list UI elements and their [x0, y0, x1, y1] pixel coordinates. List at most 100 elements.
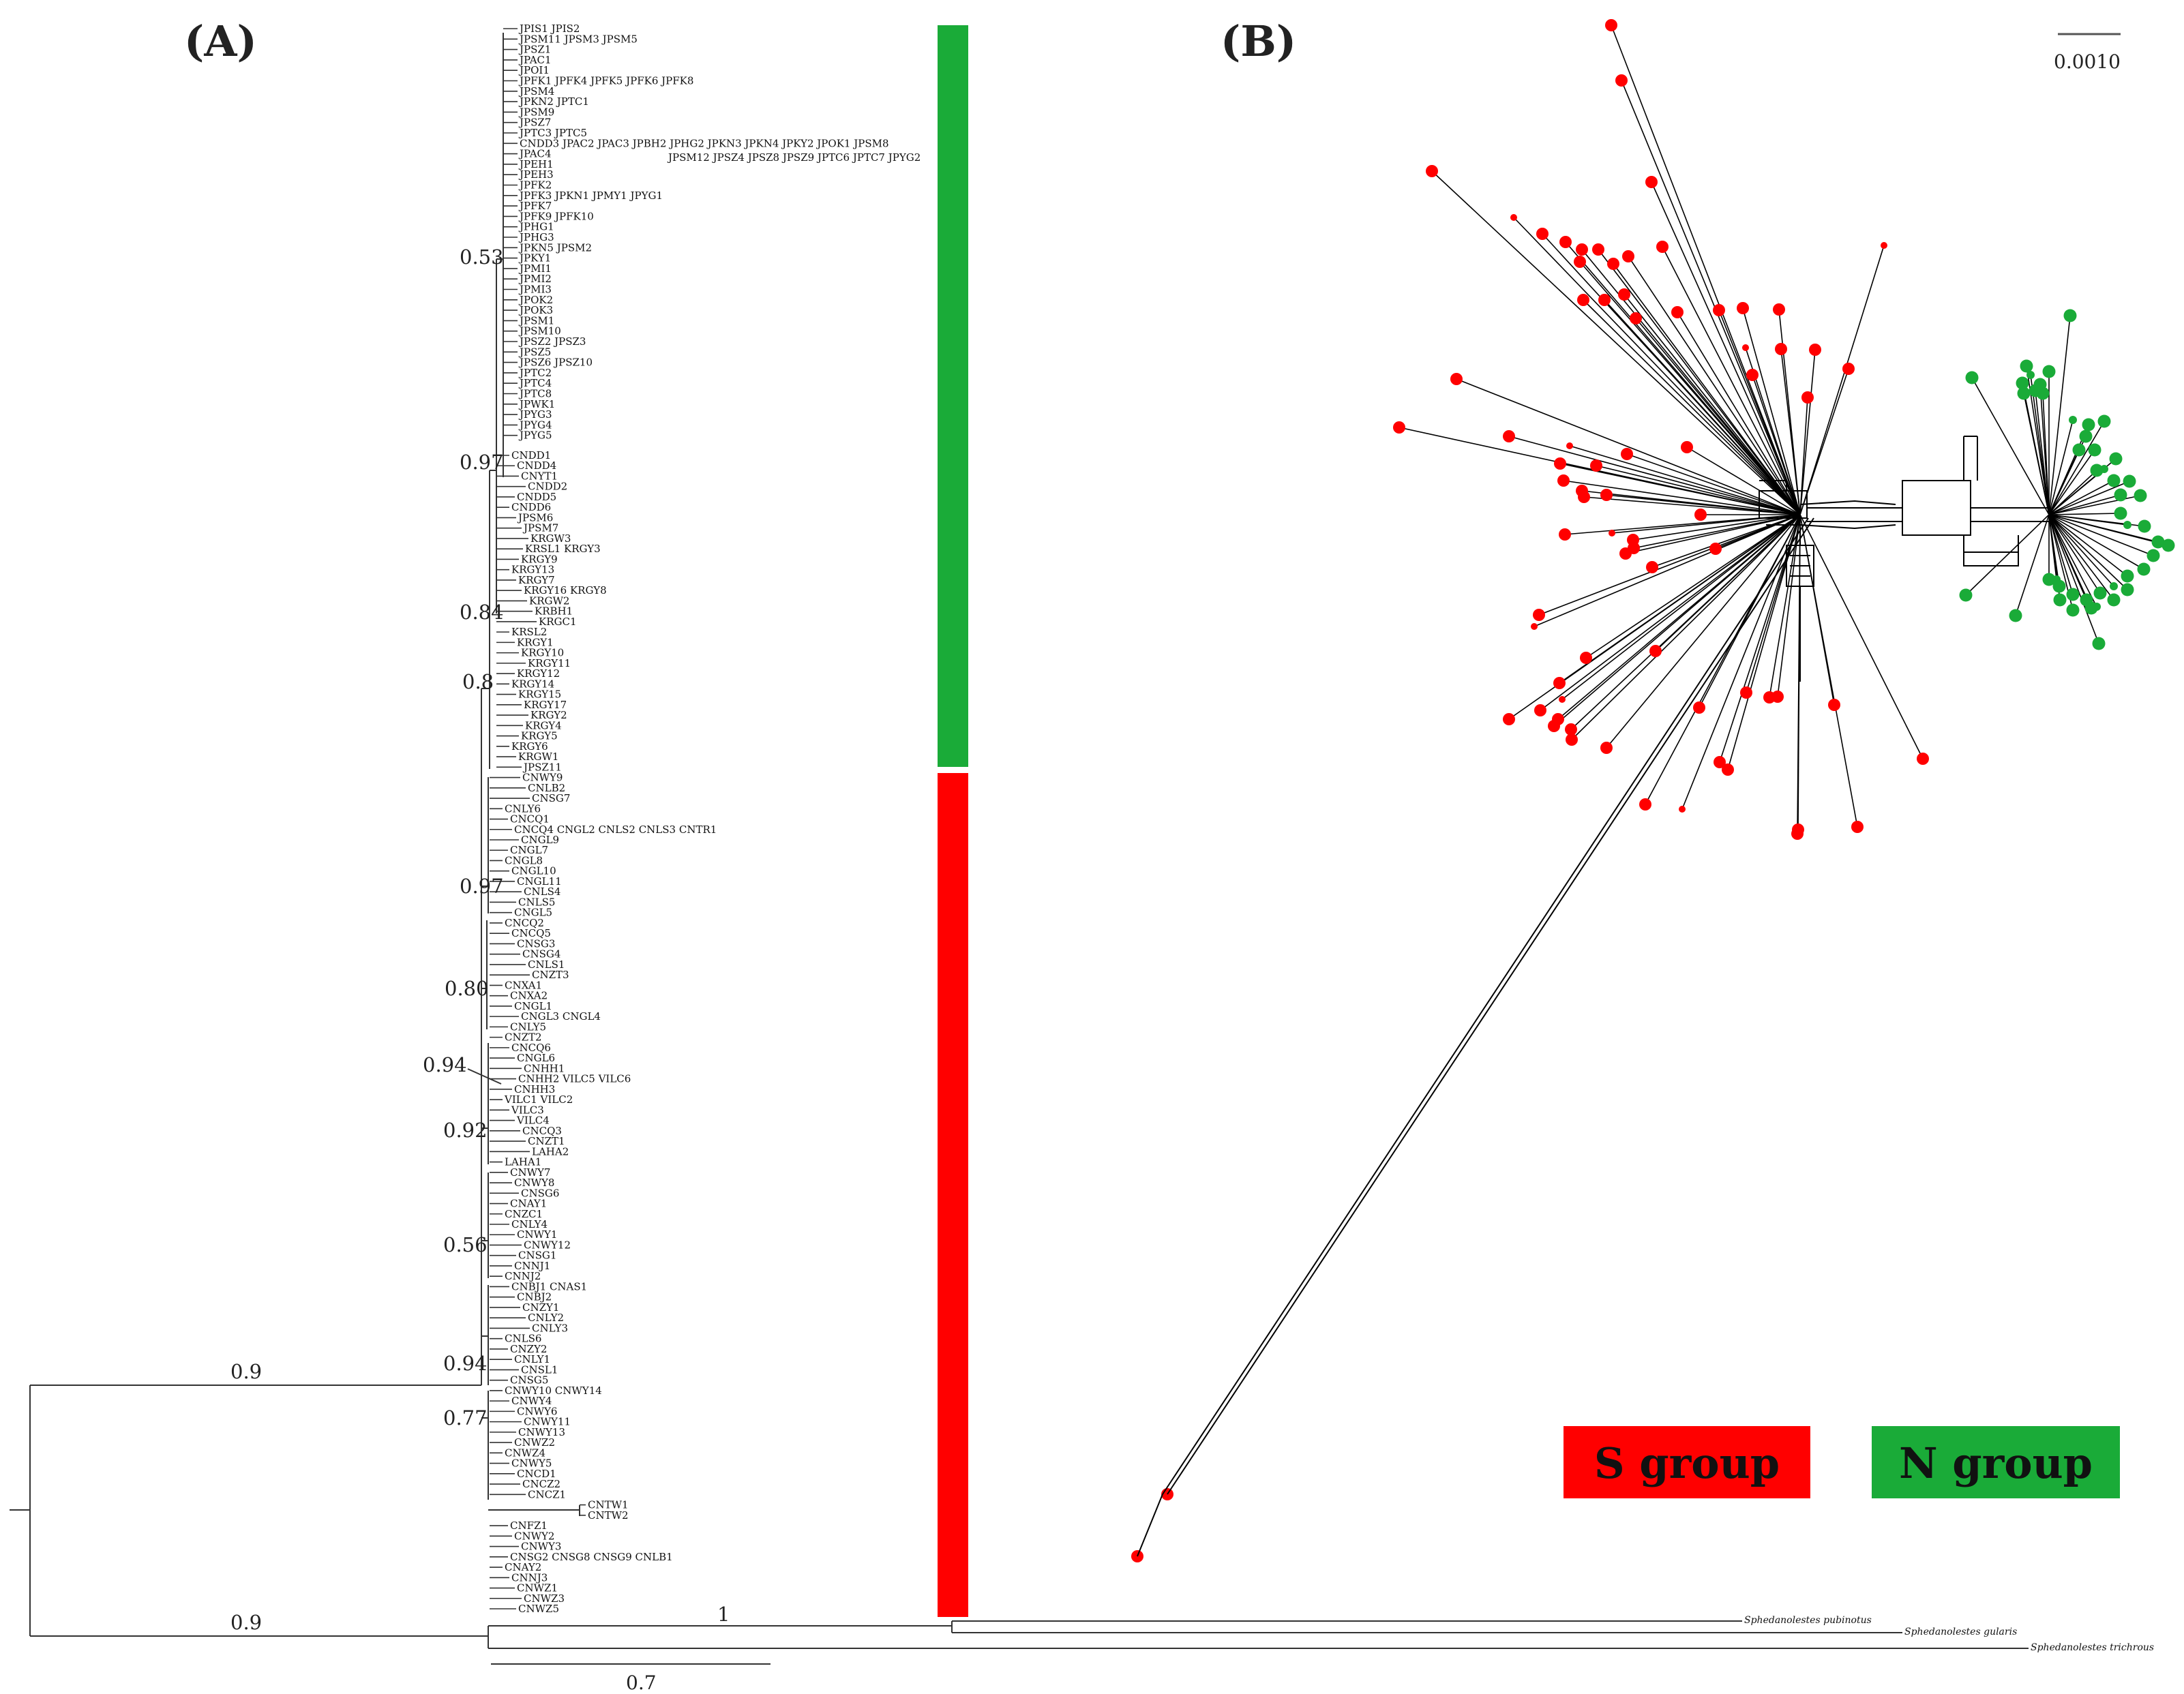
scale-label-a: 0.7	[626, 1672, 657, 1694]
tip-label: JPSM7	[522, 522, 558, 534]
network-node	[1645, 176, 1658, 188]
tip-label: CNBJ1 CNAS1	[511, 1280, 587, 1292]
tip-label: KRBH1	[535, 605, 573, 618]
network-node	[1792, 823, 1804, 836]
tip-label: CNZT3	[532, 969, 569, 981]
tip-label: CNDD1	[511, 449, 551, 462]
tip-label: CNWY3	[521, 1541, 561, 1553]
tip-label: JPFK2	[518, 179, 552, 192]
tip-label: CNWY2	[514, 1530, 554, 1542]
network-node	[2151, 535, 2165, 549]
network-node	[2161, 539, 2175, 552]
tip-label: CNFZ1	[510, 1519, 548, 1532]
network-node	[1576, 243, 1588, 256]
tip-label: JPMI3	[518, 284, 552, 296]
tip-label: CNNJ2	[505, 1270, 541, 1282]
tip-label: CNWY6	[517, 1405, 557, 1417]
tip-label: CNZT1	[528, 1135, 565, 1147]
tip-label: CNWZ2	[514, 1436, 555, 1449]
tip-label: CNSG7	[532, 792, 570, 804]
support-value-root-outgroup: 0.9	[230, 1611, 262, 1634]
scale-label-b: 0.0010	[2054, 50, 2121, 73]
network-node	[1649, 645, 1662, 657]
network-edge	[2015, 514, 2050, 616]
tip-label: CNWY4	[511, 1395, 552, 1407]
network-edge	[1508, 436, 1801, 515]
network-node	[1679, 806, 1686, 813]
tip-label: JPEH1	[518, 158, 554, 170]
network-edge	[1662, 246, 1801, 515]
tip-label: LAHA2	[532, 1145, 569, 1158]
tip-label: CNLS4	[524, 886, 560, 898]
network-edge	[1718, 309, 1801, 515]
network-node	[2090, 464, 2104, 477]
tip-label: KRGY4	[525, 719, 562, 731]
tip-label: JPSZ1	[518, 44, 551, 56]
tip-label: JPHG3	[518, 231, 554, 243]
network-edge	[1571, 514, 1801, 740]
network-node	[2121, 569, 2134, 583]
network-node	[1450, 373, 1463, 385]
network-node	[2088, 443, 2101, 457]
tip-label: JPAC4	[518, 148, 552, 160]
network-node	[2123, 521, 2131, 529]
network-node	[1621, 448, 1633, 460]
network-edge	[1681, 514, 1801, 810]
legend-n-group-swatch	[1872, 1426, 2120, 1498]
support-value: 0.97	[460, 451, 504, 474]
network-node	[2042, 573, 2056, 586]
tip-label: JPHG1	[518, 221, 554, 233]
tip-label: CNZY1	[522, 1301, 559, 1314]
outgroup-label: Sphedanolestes gularis	[1904, 1627, 2017, 1637]
network-edge	[2048, 514, 2114, 587]
tip-label: CNLY2	[528, 1312, 564, 1324]
network-edge	[1799, 514, 1924, 759]
network-node	[2016, 376, 2029, 390]
network-node	[1577, 294, 1589, 306]
tip-label: VILC4	[516, 1115, 550, 1127]
tip-label: CNNJ3	[511, 1571, 548, 1584]
s-group-bar	[938, 773, 968, 1617]
tip-label: JPKN5 JPSM2	[518, 241, 592, 254]
tip-label: CNDD6	[511, 501, 551, 513]
network-edge	[1513, 217, 1801, 515]
network-node	[2110, 582, 2118, 590]
tip-label: CNCQ3	[522, 1125, 562, 1137]
network-node	[2009, 609, 2022, 622]
network-node	[1565, 723, 1577, 736]
tip-label: CNWZ4	[505, 1447, 545, 1459]
tip-label: VILC1 VILC2	[504, 1093, 573, 1106]
network-node	[2121, 583, 2134, 596]
network-edge	[2048, 494, 2121, 515]
network-edge	[1613, 263, 1801, 515]
support-value: 0.80	[445, 977, 489, 1000]
network-node	[1622, 250, 1634, 262]
network-edge	[1596, 465, 1801, 515]
network-node	[2109, 452, 2123, 466]
tip-label: CNCQ2	[505, 917, 544, 929]
tip-label: CNDD2	[528, 481, 567, 493]
network-edge	[2048, 514, 2128, 590]
tip-label: JPOI1	[518, 64, 550, 76]
tip-label: JPSM9	[518, 106, 554, 118]
network-edge	[2048, 514, 2101, 594]
network-node	[1619, 547, 1632, 560]
tip-label: JPSZ6 JPSZ10	[518, 357, 593, 369]
network-edge	[1677, 312, 1801, 515]
network-edge	[2035, 390, 2050, 515]
network-edge	[1538, 514, 1801, 616]
tip-label: CNSG2 CNSG8 CNSG9 CNLB1	[510, 1551, 673, 1563]
tip-label: JPSM10	[518, 325, 561, 337]
tip-label: JPAC1	[518, 54, 552, 66]
tip-label: CNLS5	[518, 896, 555, 908]
tip-label: CNAY1	[510, 1198, 547, 1210]
tip-label: CNGL11	[517, 875, 562, 888]
network-edge	[1719, 514, 1801, 763]
tip-label: CNWY8	[514, 1177, 554, 1189]
network-node	[1656, 241, 1669, 253]
network-node	[2053, 593, 2067, 607]
network-edge	[1799, 245, 1885, 515]
tip-label: CNWY9	[522, 772, 563, 784]
tip-label: CNLB2	[528, 782, 565, 794]
